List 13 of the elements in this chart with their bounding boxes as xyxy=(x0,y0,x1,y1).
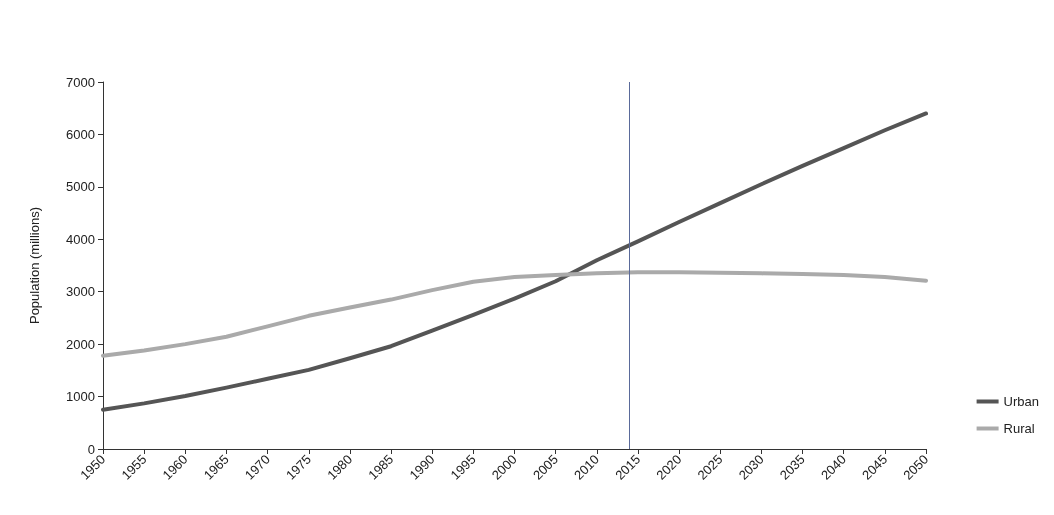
line-series xyxy=(101,270,928,358)
legend-label: Rural xyxy=(1003,421,1035,436)
y-tick-label: 3000 xyxy=(66,284,95,300)
y-axis-title: Population (millions) xyxy=(27,206,42,325)
y-tick-label: 7000 xyxy=(66,74,95,90)
line-series xyxy=(101,111,928,412)
y-tick-label: 0 xyxy=(87,441,95,457)
y-tick-label: 2000 xyxy=(66,336,95,352)
y-tick-label: 6000 xyxy=(66,126,95,142)
y-tick-label: 4000 xyxy=(66,231,95,247)
y-tick-label: 5000 xyxy=(66,179,95,195)
legend-label: Urban xyxy=(1003,394,1040,409)
y-tick-label: 1000 xyxy=(66,389,95,405)
